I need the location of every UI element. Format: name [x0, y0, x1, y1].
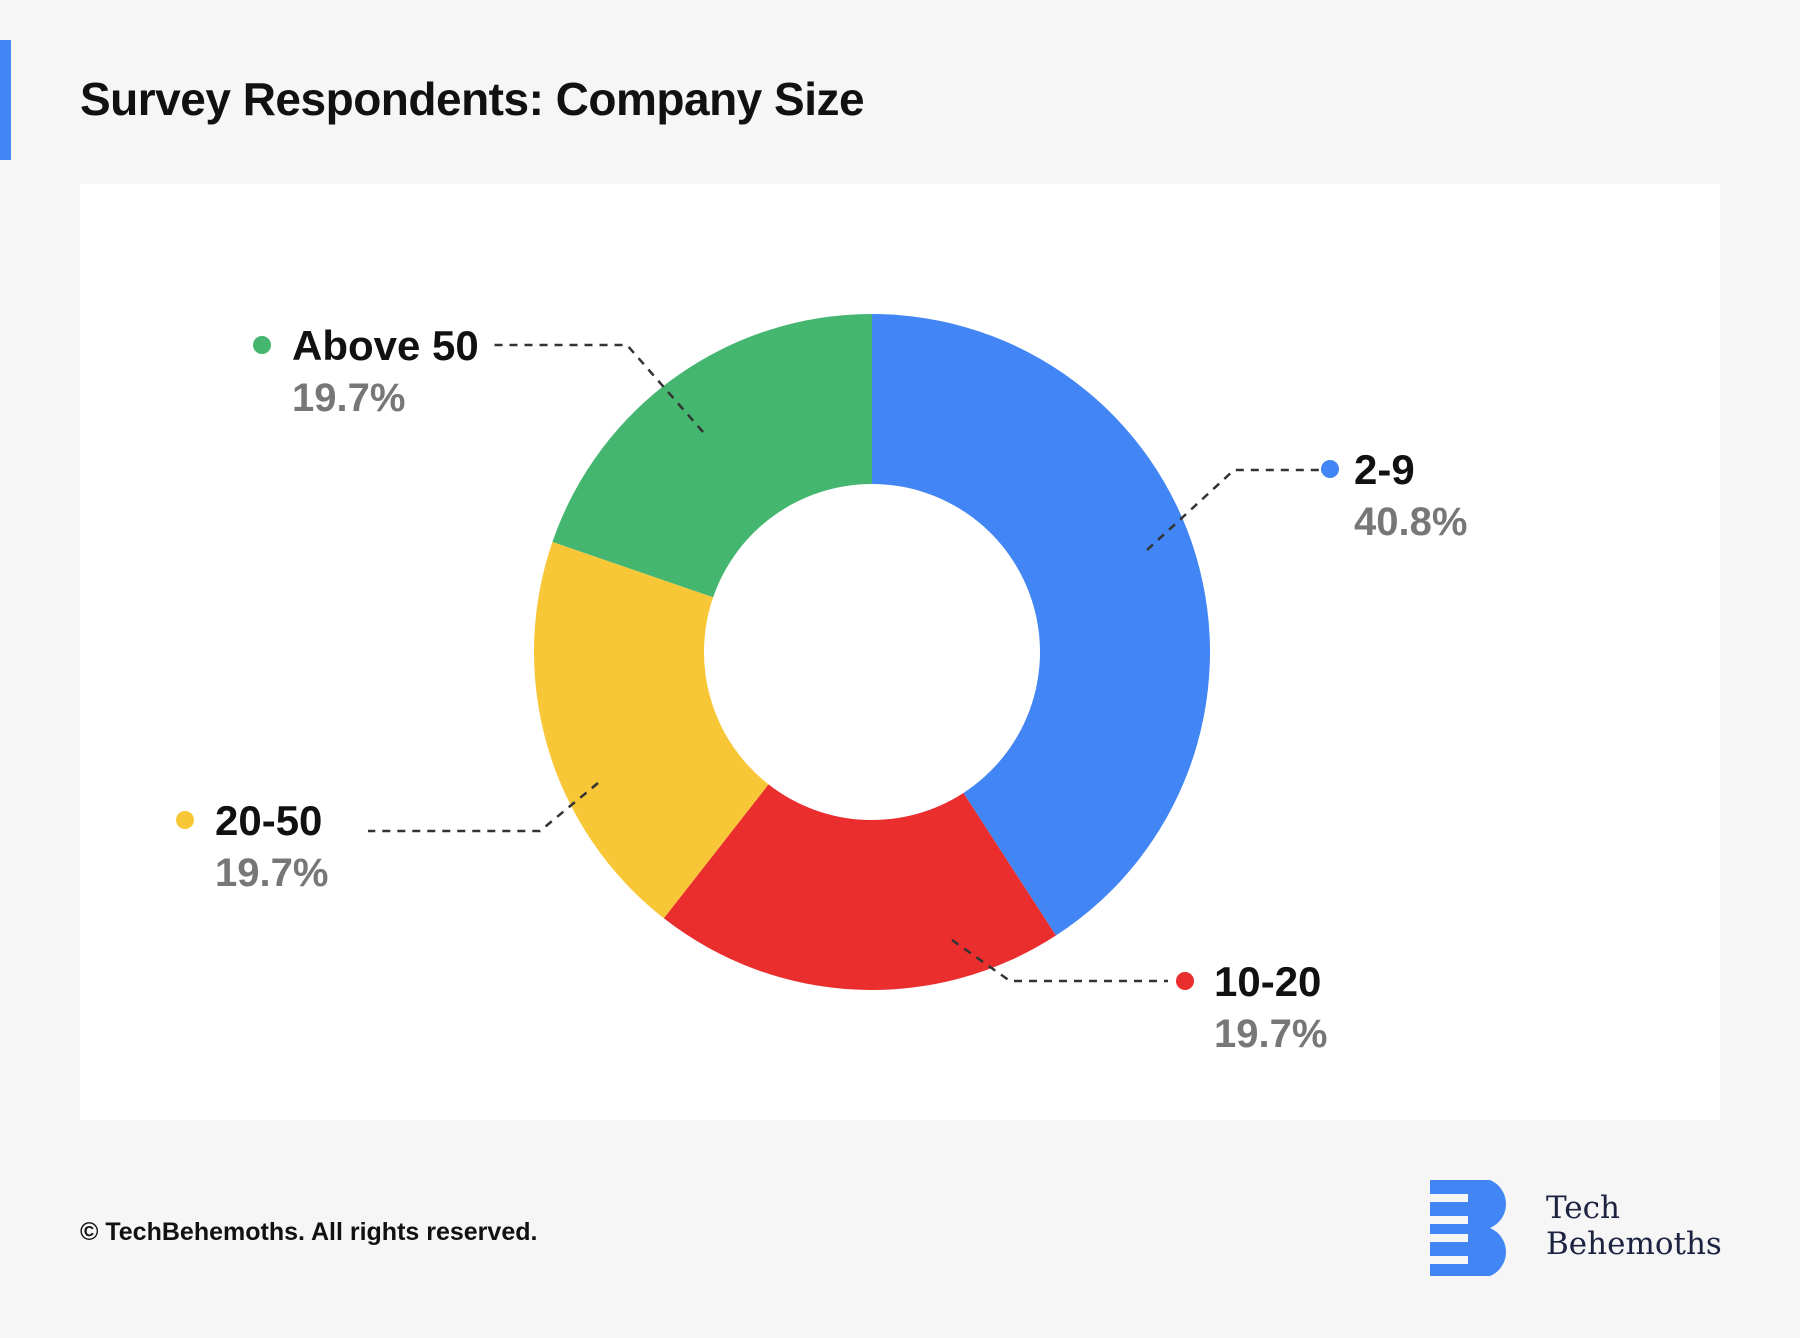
- slice-value-20-50: 19.7%: [215, 851, 328, 895]
- slice-value-above-50: 19.7%: [292, 376, 405, 420]
- legend-dot-above-50: [253, 336, 271, 354]
- slice-label-20-50: 20-50: [215, 797, 322, 844]
- slice-value-10-20: 19.7%: [1214, 1012, 1327, 1056]
- slice-20-50: [534, 541, 769, 919]
- page-title: Survey Respondents: Company Size: [80, 73, 865, 125]
- logo-wordmark: Tech Behemoths: [1546, 1190, 1722, 1262]
- legend-dot-10-20: [1176, 972, 1194, 990]
- leader-lines: [368, 343, 1320, 983]
- logo-line-1: Tech: [1546, 1190, 1620, 1226]
- techbehemoths-logo: Tech Behemoths: [1428, 1178, 1728, 1282]
- slice-label-above-50: Above 50: [292, 322, 479, 369]
- logo-mark-icon: [1430, 1180, 1506, 1276]
- slice-above-50: [552, 314, 872, 598]
- legend-dot-2-9: [1321, 460, 1339, 478]
- slice-10-20: [663, 784, 1056, 990]
- accent-bar: [0, 40, 11, 160]
- slice-label-2-9: 2-9: [1354, 446, 1415, 493]
- leader-line-20-50: [368, 782, 599, 833]
- slice-2-9: [872, 314, 1210, 936]
- legend-dot-20-50: [176, 811, 194, 829]
- slice-value-2-9: 40.8%: [1354, 500, 1467, 544]
- logo-line-2: Behemoths: [1546, 1226, 1722, 1262]
- donut-slices: [534, 314, 1210, 990]
- slice-label-10-20: 10-20: [1214, 958, 1321, 1005]
- slice-labels: 2-9 40.8% 10-20 19.7% 20-50 19.7% Above …: [176, 322, 1467, 1056]
- chart-card: 2-9 40.8% 10-20 19.7% 20-50 19.7% Above …: [80, 184, 1720, 1120]
- copyright-text: © TechBehemoths. All rights reserved.: [80, 1218, 538, 1246]
- donut-chart: 2-9 40.8% 10-20 19.7% 20-50 19.7% Above …: [176, 314, 1467, 1056]
